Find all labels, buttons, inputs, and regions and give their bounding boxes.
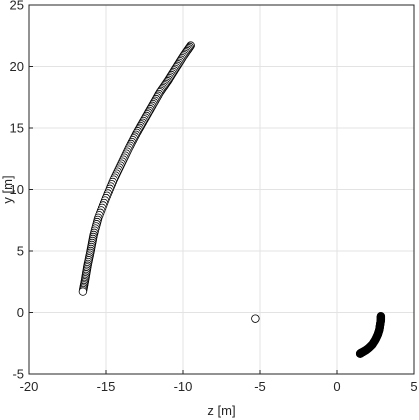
y-tick-label: -5	[12, 367, 24, 382]
y-tick-label: 0	[17, 305, 24, 320]
axis-ticks: -20 -15 -10 -5 0 5 -5 0 5 10 15 20 25	[10, 0, 418, 394]
x-tick-label: -15	[97, 379, 116, 394]
y-tick-label: 20	[10, 59, 24, 74]
y-tick-label: 15	[10, 121, 24, 136]
x-tick-label: -20	[20, 379, 39, 394]
x-axis-label: z [m]	[207, 403, 235, 418]
data-markers	[78, 41, 386, 358]
x-tick-label: 5	[410, 379, 417, 394]
open-data-point	[251, 314, 260, 323]
y-tick-label: 10	[10, 182, 24, 197]
y-tick-label: 25	[10, 0, 24, 13]
filled-data-point	[355, 349, 365, 358]
y-tick-label: 5	[17, 244, 24, 259]
x-tick-label: -5	[254, 379, 266, 394]
x-tick-label: -10	[174, 379, 193, 394]
x-tick-label: 0	[333, 379, 340, 394]
y-axis-label: y [m]	[0, 175, 15, 203]
open-data-point	[78, 287, 88, 296]
